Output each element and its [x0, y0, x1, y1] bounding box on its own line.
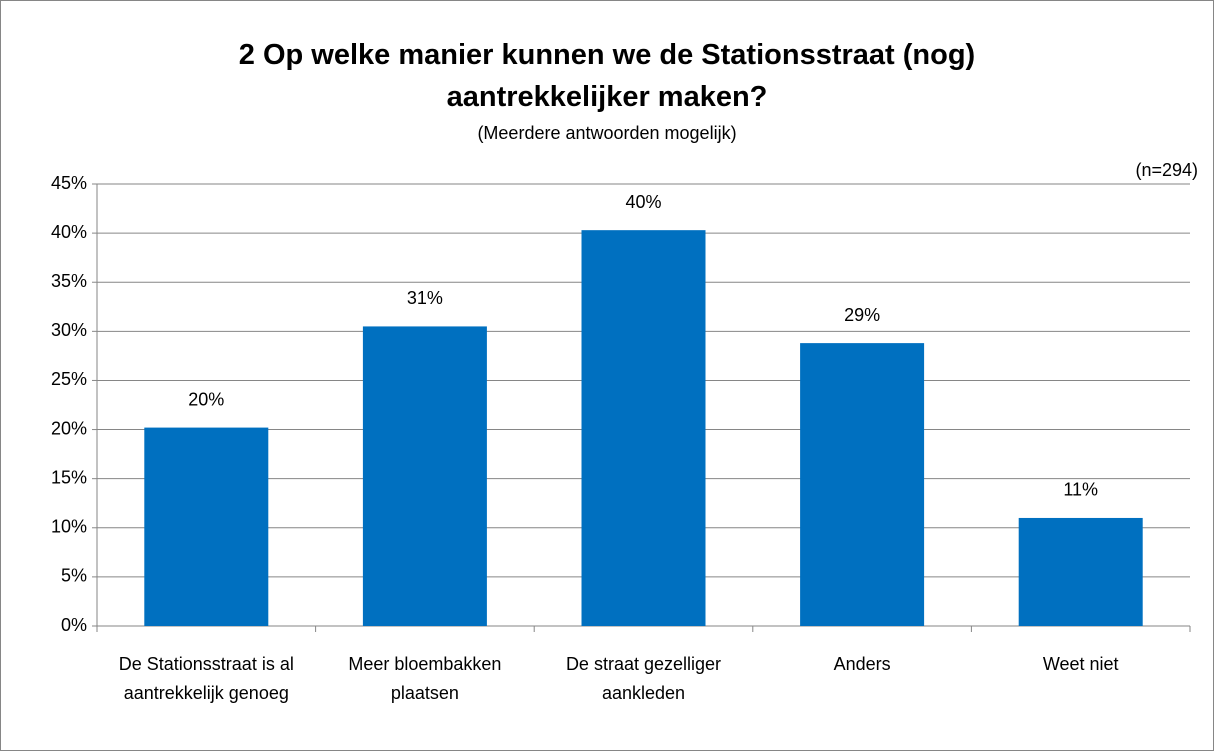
- x-tick-label: De straat gezelliger aankleden: [565, 654, 722, 703]
- y-tick-label: 30%: [51, 320, 87, 340]
- data-label: 40%: [625, 192, 661, 212]
- data-label: 31%: [407, 288, 443, 308]
- bar: [581, 230, 706, 627]
- y-tick-label: 45%: [51, 173, 87, 193]
- bar: [144, 427, 269, 626]
- x-tick-label: Anders: [833, 654, 891, 674]
- chart-title: 2 Op welke manier kunnen we de Stationss…: [238, 39, 976, 113]
- chart-subtitle: (Meerdere antwoorden mogelijk): [477, 123, 737, 143]
- y-tick-label: 25%: [51, 369, 87, 389]
- x-tick-label: Weet niet: [1042, 654, 1119, 674]
- x-tick-label: De Stationsstraat is al aantrekkelijk ge…: [118, 654, 294, 703]
- bar: [1018, 517, 1143, 626]
- data-label: 20%: [188, 389, 224, 409]
- bar: [800, 343, 925, 626]
- y-tick-label: 0%: [61, 615, 87, 635]
- x-tick-label: Meer bloembakken plaatsen: [348, 654, 502, 703]
- y-tick-label: 20%: [51, 418, 87, 438]
- y-tick-label: 10%: [51, 517, 87, 537]
- data-label: 11%: [1063, 480, 1098, 500]
- sample-size: (n=294): [1135, 160, 1198, 180]
- data-label: 29%: [844, 305, 880, 325]
- y-tick-label: 35%: [51, 271, 87, 291]
- y-tick-label: 40%: [51, 222, 87, 242]
- y-tick-label: 15%: [51, 467, 87, 487]
- bar: [362, 326, 487, 626]
- y-tick-label: 5%: [61, 566, 87, 586]
